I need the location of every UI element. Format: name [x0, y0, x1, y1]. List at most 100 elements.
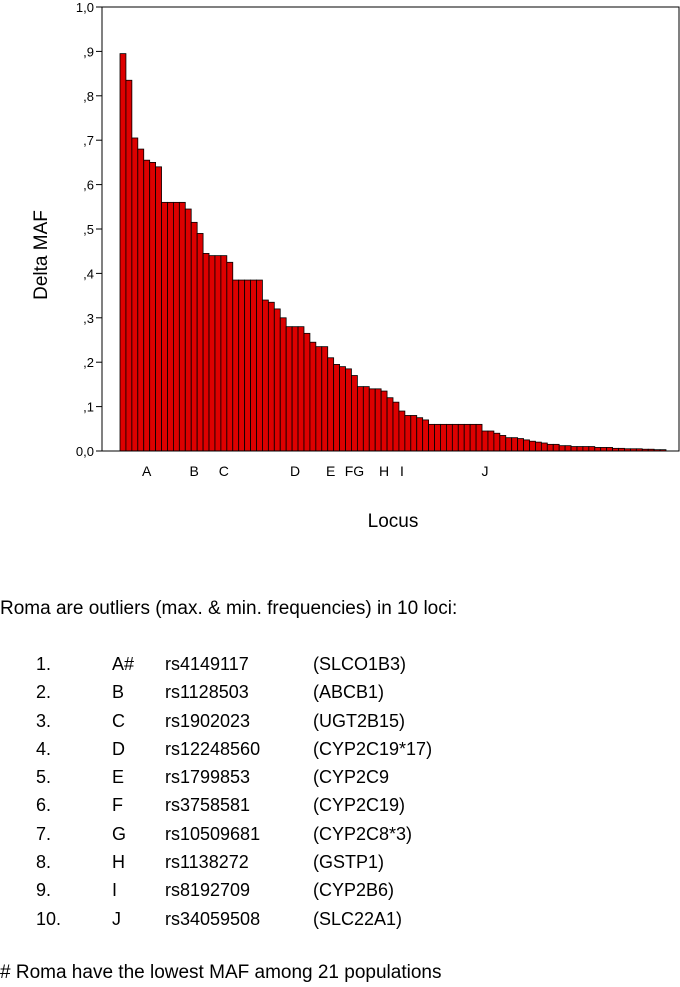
item-rsid: rs12248560 [165, 738, 261, 759]
y-tick-label: ,5 [83, 222, 94, 237]
bar [446, 423, 453, 452]
list-item: 3. C rs1902023 (UGT2B15) [36, 710, 406, 731]
bar [434, 423, 441, 452]
bar [262, 299, 269, 452]
locus-labels: A B C D E FG H I J [142, 463, 488, 479]
bar [244, 279, 251, 452]
locus-label: A [142, 463, 152, 479]
item-rsid: rs3758581 [165, 795, 251, 816]
y-tick-label: ,3 [83, 311, 94, 326]
bar [167, 201, 174, 452]
bar [285, 326, 293, 452]
footnote: # Roma have the lowest MAF among 21 popu… [0, 962, 442, 983]
item-gene: (CYP2C9 [313, 767, 390, 788]
bar [588, 446, 596, 452]
item-rsid: rs4149117 [165, 654, 249, 674]
bar [469, 423, 477, 452]
item-gene: (CYP2C19*17) [313, 738, 433, 759]
bar [392, 401, 400, 452]
bar [297, 326, 305, 452]
item-gene: (SLCO1B3) [313, 654, 407, 674]
bar [232, 279, 240, 452]
bar [226, 261, 234, 452]
bar [173, 201, 180, 452]
bar [196, 233, 204, 452]
y-axis-title: Delta MAF [31, 210, 52, 300]
bar [493, 432, 501, 452]
loci-list: 1. A# rs4149117 (SLCO1B3) 2. B rs1128503… [0, 654, 680, 937]
bar [279, 317, 287, 452]
bar [416, 417, 424, 452]
bar [256, 279, 263, 452]
list-item: 2. B rs1128503 (ABCB1) [36, 682, 385, 703]
bar [309, 341, 317, 452]
bar [327, 357, 335, 452]
bar [161, 201, 168, 452]
bar [178, 201, 186, 452]
bar [202, 253, 210, 452]
item-rsid: rs1128503 [165, 682, 249, 703]
item-number: 9. [36, 880, 52, 901]
locus-label: I [400, 463, 404, 479]
bar [315, 346, 323, 452]
locus-label: B [190, 463, 199, 479]
bar [374, 388, 382, 452]
bar [273, 308, 281, 452]
item-rsid: rs34059508 [165, 908, 261, 929]
item-number: 2. [36, 682, 52, 703]
list-item: 1. A# rs4149117 (SLCO1B3) [36, 654, 407, 674]
bar [362, 386, 370, 452]
bar [552, 443, 560, 452]
y-tick-label: 0,0 [76, 444, 94, 459]
y-tick-label: 1,0 [76, 0, 94, 15]
bar [594, 447, 602, 452]
item-gene: (UGT2B15) [313, 710, 406, 731]
bar [440, 423, 447, 452]
bar [499, 435, 507, 452]
delta-maf-bar-chart: 0,0 ,1 ,2 ,3 ,4 ,5 ,6 ,7 ,8 ,9 1,0 A B C D E FG H I J Delt… [31, 0, 680, 532]
y-tick-label: ,8 [83, 89, 94, 104]
bar [523, 439, 530, 452]
y-tick-label: ,1 [83, 400, 94, 415]
bar [576, 446, 584, 452]
item-rsid: rs1138272 [165, 852, 249, 873]
bar [155, 166, 162, 452]
bar [570, 446, 578, 452]
bar [351, 375, 358, 452]
locus-label: J [481, 463, 488, 479]
list-item: 5. E rs1799853 (CYP2C9 [36, 767, 390, 788]
bar [535, 441, 542, 452]
bar [250, 279, 257, 452]
bar [487, 430, 495, 452]
bar [558, 445, 566, 452]
y-tick-label: ,4 [83, 266, 94, 281]
bar [398, 410, 406, 452]
list-item: 10. J rs34059508 (SLC22A1) [36, 908, 403, 929]
item-gene: (CYP2C19) [313, 795, 406, 816]
item-number: 10. [36, 908, 62, 929]
bar [137, 148, 145, 452]
bar [457, 423, 465, 452]
bar [214, 255, 222, 452]
bar [119, 53, 127, 452]
y-tick-label: ,6 [83, 178, 94, 193]
item-number: 7. [36, 823, 52, 844]
bar [600, 447, 608, 452]
bar [333, 364, 340, 452]
bar [303, 332, 311, 452]
list-item: 7. G rs10509681 (CYP2C8*3) [36, 823, 413, 844]
bar [291, 326, 299, 452]
list-item: 6. F rs3758581 (CYP2C19) [36, 795, 406, 816]
item-gene: (CYP2B6) [313, 880, 395, 901]
bar [451, 423, 459, 452]
y-tick-label: ,7 [83, 133, 94, 148]
bar [339, 366, 346, 452]
bar [238, 279, 246, 452]
bar [267, 301, 275, 452]
item-number: 8. [36, 852, 52, 873]
bar [428, 423, 435, 452]
bar [422, 419, 430, 452]
list-item: 4. D rs12248560 (CYP2C19*17) [36, 738, 433, 759]
item-number: 6. [36, 795, 52, 816]
locus-label: H [379, 463, 389, 479]
